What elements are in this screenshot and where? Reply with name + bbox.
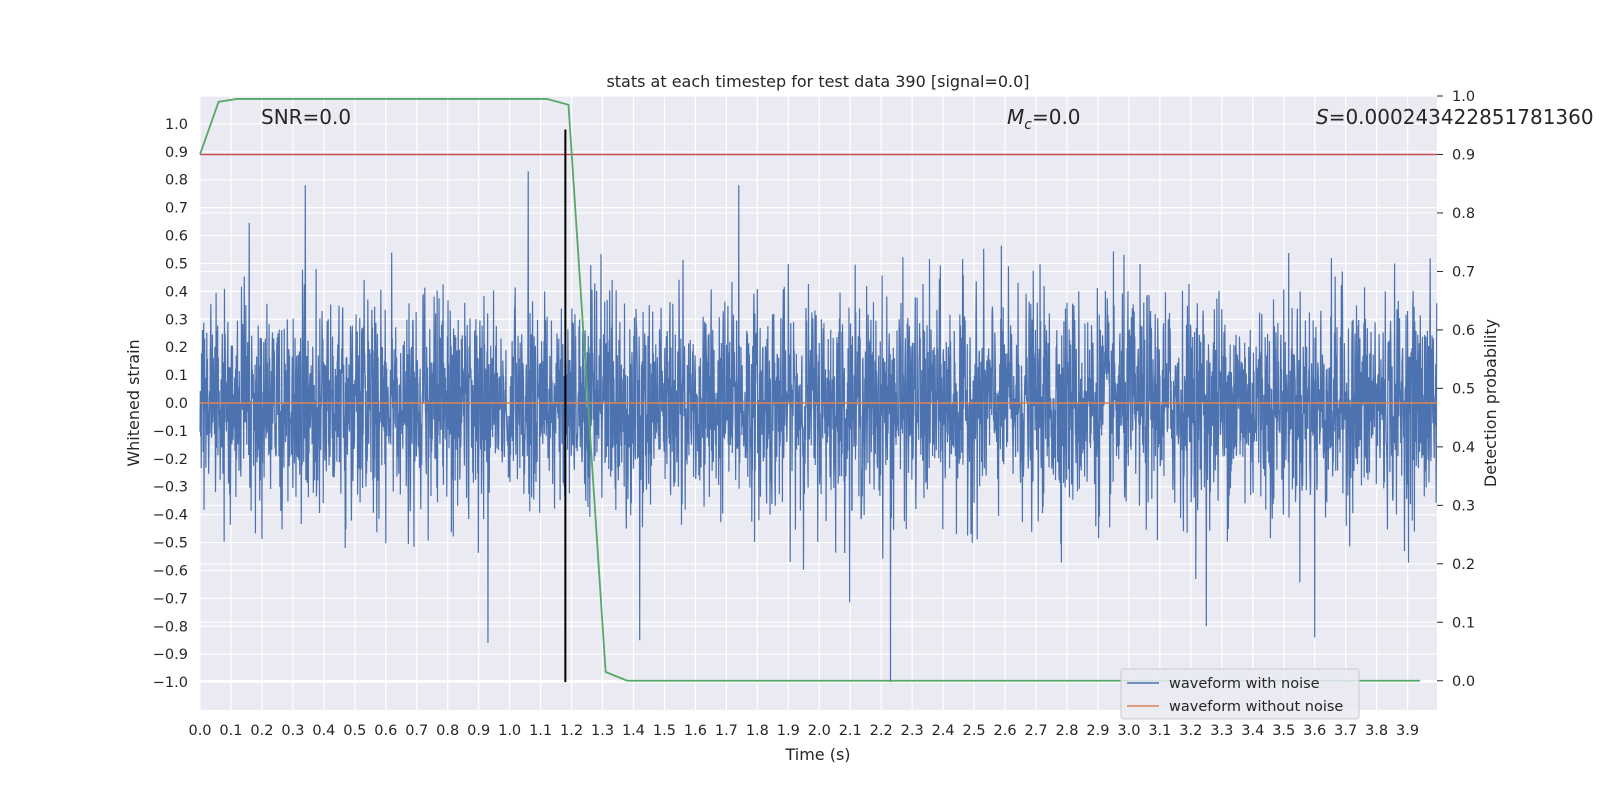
y2-tick-label: 0.3	[1452, 498, 1475, 514]
x-tick-label: 2.1	[839, 723, 862, 739]
x-tick-label: 0.6	[374, 723, 397, 739]
x-tick-label: 2.6	[994, 723, 1017, 739]
y2-tick-label: 0.2	[1452, 557, 1475, 573]
y-tick-label: 0.5	[165, 256, 188, 272]
x-tick-label: 3.4	[1241, 723, 1264, 739]
y2-tick-label: 0.1	[1452, 615, 1475, 631]
y2-tick-label: 0.5	[1452, 381, 1475, 397]
detection-probability-line	[199, 98, 1420, 682]
x-tick-label: 1.4	[622, 723, 645, 739]
y-axis-label: Whitened strain	[124, 339, 143, 466]
tick-labels: 0.0 0.1 0.2 0.3 0.4 0.5 0.6 0.7 0.8 0.9 1.0 1.1 1.2 1…	[153, 89, 1475, 739]
y-tick-label: 0.3	[165, 312, 188, 328]
waveform-with-noise-line	[199, 171, 1438, 683]
x-tick-label: 0.3	[281, 723, 304, 739]
x-tick-label: 2.2	[870, 723, 893, 739]
y-tick-label: 0.7	[165, 201, 188, 217]
x-tick-label: 2.5	[963, 723, 986, 739]
x-axis-label: Time (s)	[784, 745, 850, 764]
s-annotation: S=0.000243422851781360	[1316, 105, 1594, 129]
series-layer	[199, 98, 1438, 683]
x-tick-label: 3.7	[1334, 723, 1357, 739]
s-value: =0.000243422851781360	[1329, 105, 1594, 129]
x-tick-label: 3.9	[1396, 723, 1419, 739]
s-symbol: S	[1316, 105, 1329, 129]
x-tick-label: 0.8	[436, 723, 459, 739]
y2-tick-label: 0.0	[1452, 674, 1475, 690]
legend-label-clean: waveform without noise	[1169, 699, 1343, 715]
y-tick-label: −0.6	[153, 563, 188, 579]
x-tick-label: 3.8	[1365, 723, 1388, 739]
y-tick-label: −0.3	[153, 480, 188, 496]
y-tick-label: 1.0	[165, 117, 188, 133]
x-tick-label: 1.1	[529, 723, 552, 739]
legend: waveform with noise waveform without noi…	[1120, 668, 1360, 720]
x-tick-label: 2.3	[901, 723, 924, 739]
legend-label-noise: waveform with noise	[1169, 676, 1320, 692]
y-tick-label: −0.5	[153, 536, 188, 552]
y2-tick-label: 0.7	[1452, 264, 1475, 280]
mc-value: =0.0	[1032, 105, 1081, 129]
y2-tick-label: 0.8	[1452, 206, 1475, 222]
y-tick-label: 0.2	[165, 340, 188, 356]
x-tick-label: 2.4	[932, 723, 955, 739]
x-tick-label: 3.2	[1179, 723, 1202, 739]
y-tick-label: 0.8	[165, 173, 188, 189]
x-tick-label: 1.6	[684, 723, 707, 739]
x-tick-label: 3.0	[1117, 723, 1140, 739]
mc-subscript: c	[1024, 117, 1032, 133]
x-tick-label: 1.3	[591, 723, 614, 739]
y2-tick-label: 1.0	[1452, 89, 1475, 105]
x-tick-label: 0.9	[467, 723, 490, 739]
x-tick-label: 2.7	[1024, 723, 1047, 739]
x-tick-label: 3.3	[1210, 723, 1233, 739]
y-tick-label: −0.4	[153, 508, 188, 524]
x-tick-label: 0.7	[405, 723, 428, 739]
y-tick-label: 0.9	[165, 145, 188, 161]
y-tick-label: −0.1	[153, 424, 188, 440]
x-tick-label: 1.8	[746, 723, 769, 739]
x-tick-label: 3.6	[1303, 723, 1326, 739]
y2-tick-label: 0.4	[1452, 440, 1475, 456]
mc-annotation: Mc=0.0	[1007, 105, 1081, 133]
x-tick-label: 0.5	[343, 723, 366, 739]
chart-title: stats at each timestep for test data 390…	[606, 72, 1029, 91]
x-tick-label: 0.0	[188, 723, 211, 739]
x-tick-label: 3.1	[1148, 723, 1171, 739]
legend-box	[1120, 668, 1360, 720]
y-tick-label: 0.4	[165, 284, 188, 300]
mc-symbol: M	[1007, 105, 1024, 129]
snr-annotation: SNR=0.0	[261, 105, 351, 129]
y2-axis-label: Detection probability	[1481, 319, 1500, 487]
y-tick-label: −0.8	[153, 619, 188, 635]
x-tick-label: 2.0	[808, 723, 831, 739]
x-tick-label: 1.0	[498, 723, 521, 739]
x-tick-label: 1.5	[653, 723, 676, 739]
y-tick-label: −1.0	[153, 675, 188, 691]
x-tick-label: 1.2	[560, 723, 583, 739]
y-tick-label: −0.2	[153, 452, 188, 468]
y-tick-label: −0.9	[153, 647, 188, 663]
y2-tick-label: 0.6	[1452, 323, 1475, 339]
y-tick-label: 0.0	[165, 396, 188, 412]
x-tick-label: 2.9	[1086, 723, 1109, 739]
x-tick-label: 0.1	[219, 723, 242, 739]
x-tick-label: 1.7	[715, 723, 738, 739]
y2-tick-label: 0.9	[1452, 147, 1475, 163]
x-tick-label: 0.4	[312, 723, 335, 739]
x-tick-label: 2.8	[1055, 723, 1078, 739]
y-tick-label: −0.7	[153, 591, 188, 607]
x-tick-label: 0.2	[250, 723, 273, 739]
x-tick-label: 1.9	[777, 723, 800, 739]
x-tick-label: 3.5	[1272, 723, 1295, 739]
y-tick-label: 0.1	[165, 368, 188, 384]
y-tick-label: 0.6	[165, 229, 188, 245]
